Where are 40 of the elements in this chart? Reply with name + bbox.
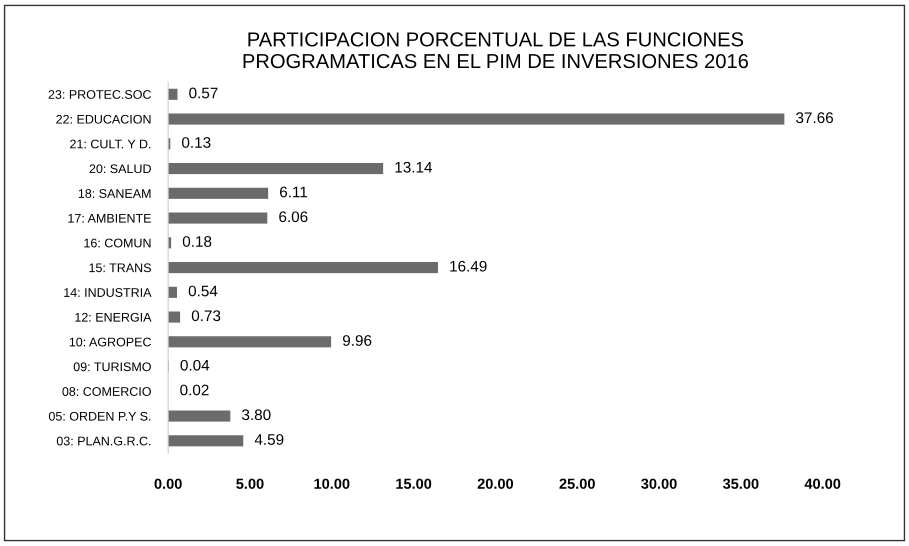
- x-tick-label: 5.00: [236, 478, 264, 489]
- y-tick-label: 08: COMERCIO: [62, 387, 151, 396]
- data-label: 6.06: [279, 211, 308, 222]
- data-label: 4.59: [254, 434, 284, 445]
- x-tick-label: 30.00: [641, 478, 677, 489]
- data-label: 6.11: [280, 186, 308, 198]
- y-tick-label: 17: AMBIENTE: [68, 214, 151, 223]
- x-tick-label: 15.00: [396, 478, 432, 489]
- x-tick-label: 25.00: [559, 478, 595, 489]
- y-tick-label: 20: SALUD: [90, 164, 151, 174]
- y-tick-label: 03: PLAN.G.R.C.: [56, 436, 150, 446]
- data-label: 0.13: [182, 137, 210, 148]
- y-tick-label: 21: CULT. Y D.: [70, 140, 150, 148]
- x-tick-label: 40.00: [804, 478, 840, 489]
- chart-title: PARTICIPACION PORCENTUAL DE LAS FUNCIONES PROGRAMATICAS EN EL PIM DE INVERSIONES 2016: [244, 32, 748, 68]
- x-tick-label: 35.00: [722, 478, 758, 489]
- y-tick-label: 14: INDUSTRIA: [64, 288, 152, 297]
- y-tick-label: 10: AGROPEC: [70, 338, 152, 346]
- y-tick-label: 22: EDUCACION: [56, 114, 150, 124]
- y-tick-label: 23: PROTEC.SOC: [48, 90, 152, 99]
- data-label: 9.96: [342, 335, 372, 346]
- y-tick-label: 05: ORDEN P.Y S.: [48, 412, 150, 421]
- y-tick-label: 18: SANEAM: [78, 189, 150, 198]
- data-label: 3.80: [242, 409, 271, 420]
- data-label: 0.18: [182, 236, 212, 247]
- y-tick-label: 12: ENERGIA: [75, 312, 152, 322]
- y-tick-label: 15: TRANS: [89, 263, 151, 272]
- data-label: 0.54: [188, 286, 218, 296]
- data-label: 0.73: [192, 310, 220, 322]
- data-label: 0.02: [180, 384, 209, 396]
- y-tick-label: 09: TURISMO: [74, 362, 151, 372]
- data-label: 16.49: [450, 260, 487, 272]
- data-label: 0.04: [180, 360, 210, 371]
- data-label: 0.57: [189, 88, 218, 98]
- x-tick-label: 10.00: [314, 478, 350, 489]
- y-tick-label: 16: COMUN: [84, 238, 150, 248]
- data-label: 37.66: [796, 112, 834, 124]
- x-tick-label: 20.00: [478, 478, 514, 489]
- data-label: 13.14: [395, 162, 432, 173]
- x-tick-label: 0.00: [154, 478, 182, 489]
